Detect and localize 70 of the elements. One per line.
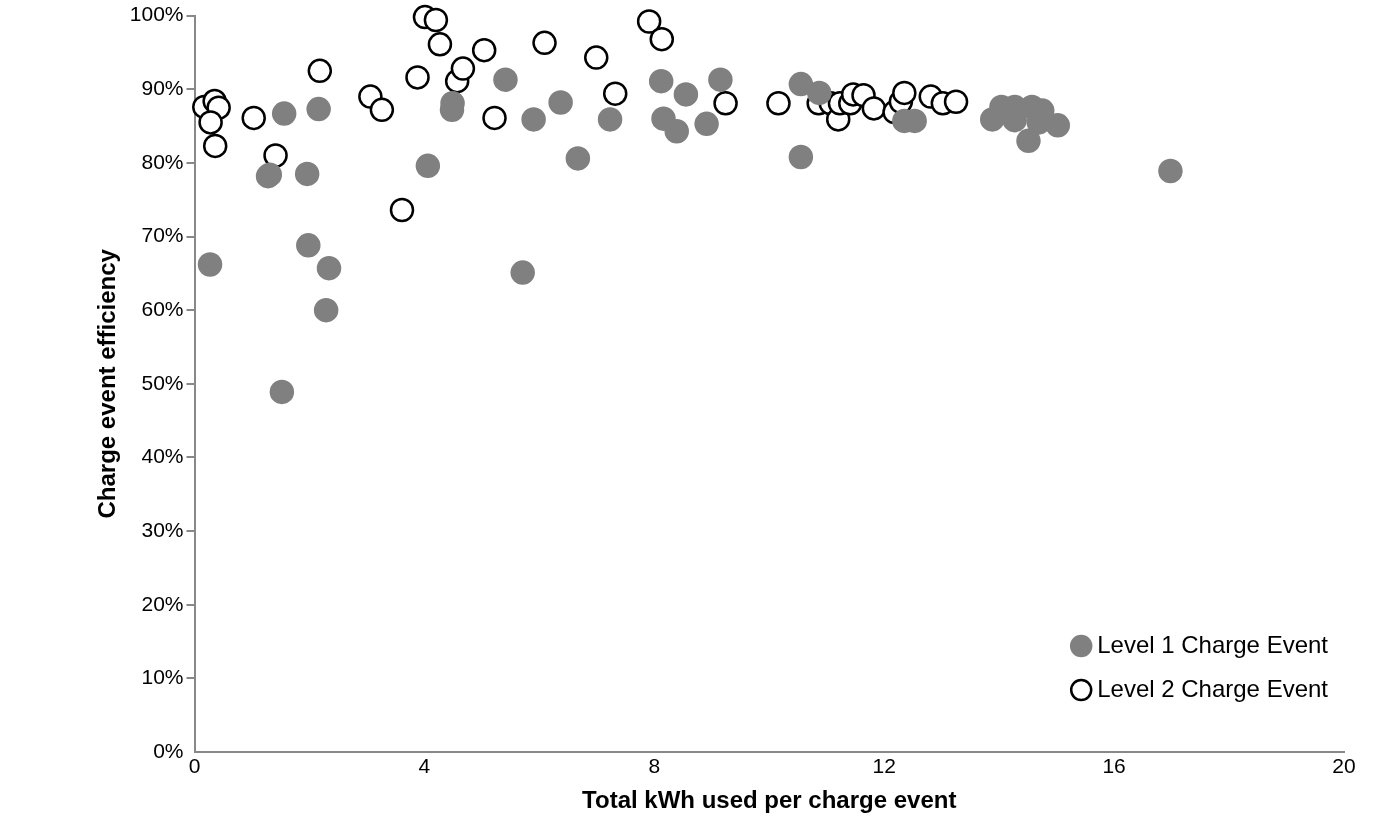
point (1158, 158, 1183, 184)
point (202, 133, 228, 159)
x-tick-label: 8 (648, 754, 661, 778)
point (263, 143, 288, 168)
point (708, 67, 733, 92)
x-tick-label: 0 (188, 754, 201, 778)
y-tick-label: 10% (141, 665, 184, 689)
point (602, 81, 628, 106)
y-tick-label: 60% (141, 296, 184, 320)
point (405, 65, 430, 90)
point (807, 80, 832, 106)
point (415, 153, 441, 179)
point (1045, 113, 1071, 138)
point (197, 252, 223, 277)
point (892, 80, 917, 106)
point (788, 71, 814, 97)
y-tick-label: 90% (141, 76, 184, 100)
point (548, 90, 573, 115)
x-tick-label: 12 (872, 754, 896, 778)
y-tick-label: 100% (129, 2, 184, 26)
point (482, 105, 507, 131)
point (198, 110, 223, 135)
point (316, 255, 342, 281)
x-tick-label: 16 (1102, 754, 1126, 778)
point (269, 379, 295, 405)
point (389, 197, 415, 223)
point (306, 96, 331, 122)
point (648, 68, 674, 94)
point (788, 144, 814, 170)
y-tick-label: 0% (153, 738, 184, 762)
point (597, 107, 623, 132)
point (943, 89, 969, 115)
point (673, 82, 699, 107)
point (532, 30, 557, 56)
point (766, 90, 791, 116)
point (450, 56, 476, 81)
point (307, 58, 333, 84)
point (1016, 128, 1041, 154)
x-tick-label: 20 (1332, 754, 1356, 778)
point (510, 260, 535, 285)
legend-label: Level 1 Charge Event (1097, 630, 1329, 658)
point (694, 111, 719, 137)
y-tick-label: 50% (141, 370, 184, 394)
y-tick-label: 30% (141, 517, 184, 541)
point (861, 96, 887, 121)
legend-label: Level 2 Charge Event (1097, 674, 1329, 702)
point (649, 26, 675, 52)
point (296, 233, 321, 258)
point (493, 67, 518, 92)
y-tick-label: 20% (141, 591, 184, 615)
point (471, 37, 497, 63)
y-axis-title: Charge event efficiency (93, 248, 121, 519)
point (713, 90, 738, 116)
point (313, 297, 339, 323)
point (423, 7, 449, 33)
point (427, 32, 453, 57)
y-tick-label: 80% (141, 149, 184, 173)
point (636, 9, 662, 34)
point (241, 105, 266, 131)
y-tick-label: 70% (141, 223, 184, 247)
point (664, 118, 689, 144)
y-tick-label: 40% (141, 444, 184, 468)
point (294, 161, 320, 187)
point (565, 146, 591, 171)
point (369, 97, 395, 123)
point (584, 45, 609, 70)
point (521, 107, 546, 132)
x-axis-title: Total kWh used per charge event (582, 786, 957, 814)
point (271, 101, 297, 126)
x-tick-label: 4 (418, 754, 431, 778)
